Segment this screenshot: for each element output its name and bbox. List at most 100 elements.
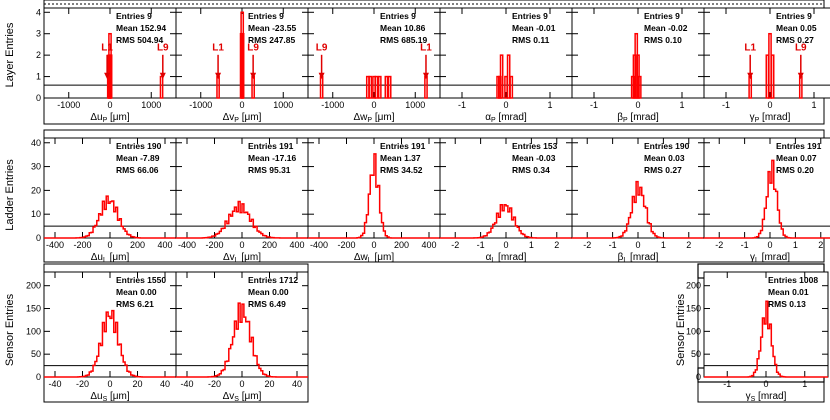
panel-frame: [439, 7, 573, 99]
stats-entries: Entries 190: [116, 141, 162, 151]
stats-rms: RMS 247.85: [248, 35, 296, 45]
marker-label: L1: [420, 42, 432, 53]
x-axis-label: ΔwL [μm]: [354, 252, 394, 264]
stats-entries: Entries 153: [512, 141, 558, 151]
x-axis-label: ΔuS [μm]: [90, 391, 130, 403]
x-tick-label: 0: [503, 240, 508, 250]
stats-mean: Mean 0.05: [776, 23, 817, 33]
histogram-line: [704, 300, 828, 378]
stats-mean: Mean -7.89: [116, 153, 160, 163]
stats-entries: Entries 191: [248, 141, 294, 151]
stats-entries: Entries 9: [380, 11, 416, 21]
marker-arrowhead: [215, 72, 222, 80]
x-tick-label: -2: [715, 240, 723, 250]
stats-mean: Mean 0.03: [644, 153, 685, 163]
x-tick-label: 0: [239, 100, 244, 110]
x-tick-label: 0: [239, 240, 244, 250]
histogram-bin: [108, 54, 113, 99]
x-tick-label: 0: [107, 379, 112, 389]
stats-entries: Entries 1008: [768, 275, 818, 285]
x-tick-label: -200: [337, 240, 355, 250]
stats-rms: RMS 0.11: [512, 35, 550, 45]
marker-label: L9: [316, 42, 328, 53]
histogram-bin: [368, 75, 373, 99]
x-tick-label: 1000: [141, 100, 161, 110]
stats-rms: RMS 6.21: [116, 299, 154, 309]
marker-arrowhead: [797, 72, 804, 80]
x-tick-label: 1: [811, 100, 816, 110]
x-axis-label: βP [mrad]: [617, 112, 659, 124]
x-tick-label: 400: [157, 240, 172, 250]
x-tick-label: -20: [208, 379, 221, 389]
x-tick-label: -400: [46, 240, 64, 250]
stats-mean: Mean -0.03: [512, 153, 556, 163]
x-tick-label: 200: [394, 240, 409, 250]
x-tick-label: 0: [371, 100, 376, 110]
y-tick-label: 50: [691, 349, 701, 359]
marker-arrowhead: [318, 72, 325, 80]
stats-entries: Entries 9: [248, 11, 284, 21]
stats-mean: Mean -17.16: [248, 153, 296, 163]
histogram-bin: [770, 54, 775, 99]
stats-rms: RMS 6.49: [248, 299, 286, 309]
y-tick-label: 30: [31, 162, 41, 172]
x-tick-label: 1: [529, 240, 534, 250]
x-axis-label: ΔuP [μm]: [90, 112, 130, 124]
x-tick-label: 1: [661, 240, 666, 250]
stats-mean: Mean 1.37: [380, 153, 421, 163]
y-tick-label: 40: [31, 138, 41, 148]
x-axis-label: ΔvS [μm]: [223, 391, 262, 403]
y-tick-label: 50: [31, 349, 41, 359]
x-tick-label: -1000: [321, 100, 344, 110]
y-tick-label: 0: [36, 93, 41, 103]
y-tick-label: 20: [31, 185, 41, 195]
histogram-line: [176, 200, 308, 239]
stats-entries: Entries 9: [512, 11, 548, 21]
histogram-line: [572, 180, 704, 239]
stats-mean: Mean 0.07: [776, 153, 817, 163]
panel-frame: [175, 271, 309, 378]
histogram-bin: [384, 75, 389, 99]
x-tick-label: -200: [73, 240, 91, 250]
x-axis-label: γP [mrad]: [750, 112, 791, 124]
stats-mean: Mean 0.01: [768, 287, 809, 297]
x-tick-label: 0: [635, 240, 640, 250]
panel-frame: [439, 137, 573, 239]
x-tick-label: -1: [722, 100, 730, 110]
y-tick-label: 10: [31, 209, 41, 219]
stats-entries: Entries 1550: [116, 275, 166, 285]
x-tick-label: -20: [76, 379, 89, 389]
x-tick-label: 20: [132, 379, 142, 389]
histogram-line: [176, 302, 308, 378]
x-tick-label: 0: [635, 100, 640, 110]
marker-label: L9: [157, 42, 169, 53]
stats-rms: RMS 685.19: [380, 35, 428, 45]
y-tick-label: 0: [696, 372, 701, 382]
stats-rms: RMS 95.31: [248, 165, 291, 175]
stats-rms: RMS 0.13: [768, 299, 806, 309]
x-tick-label: 200: [130, 240, 145, 250]
x-tick-label: 2: [554, 240, 559, 250]
stats-mean: Mean -0.02: [644, 23, 688, 33]
y-tick-label: 0: [36, 372, 41, 382]
y-tick-label: 200: [26, 281, 41, 291]
histogram-bin: [637, 75, 642, 99]
x-tick-label: -40: [48, 379, 61, 389]
row-title: Sensor Entries: [4, 293, 16, 366]
stats-mean: Mean 0.00: [116, 287, 157, 297]
x-tick-label: 1: [793, 240, 798, 250]
row-title: Sensor Entries: [675, 293, 687, 366]
x-tick-label: -2: [451, 240, 459, 250]
marker-label: L9: [247, 42, 259, 53]
y-tick-label: 100: [686, 326, 701, 336]
histogram-bin: [377, 75, 382, 99]
x-tick-label: 0: [239, 379, 244, 389]
histogram-line: [44, 309, 176, 378]
x-tick-label: -1: [458, 100, 466, 110]
x-axis-label: βL [mrad]: [618, 252, 659, 264]
histogram-bin: [499, 54, 504, 99]
stats-rms: RMS 34.52: [380, 165, 423, 175]
x-axis-label: ΔvL [μm]: [223, 252, 261, 264]
panel-frame: [307, 7, 441, 99]
